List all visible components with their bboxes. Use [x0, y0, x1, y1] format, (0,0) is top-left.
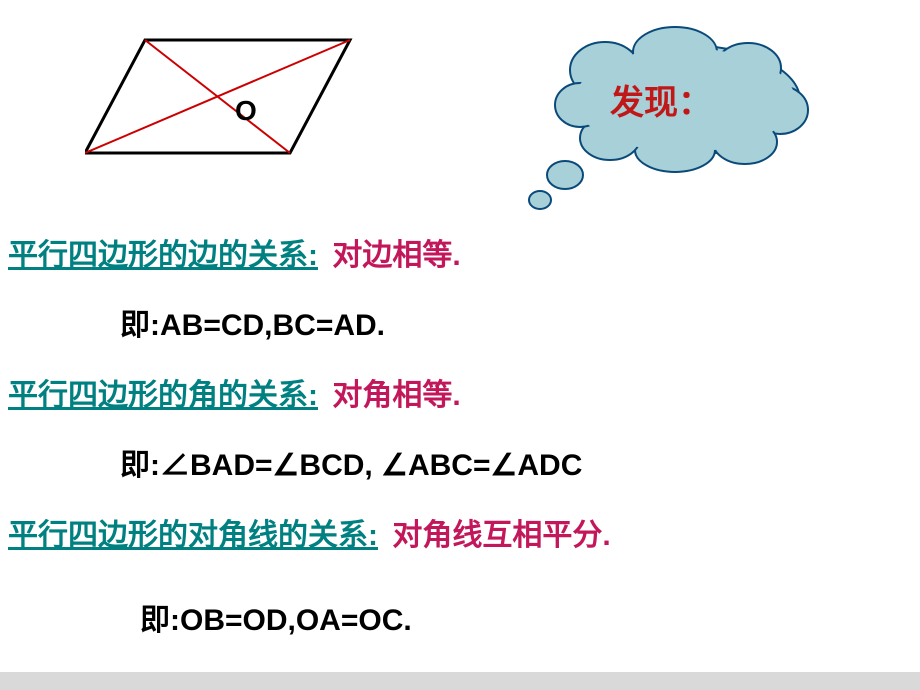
parallelogram-diagram	[85, 35, 360, 160]
cloud-text: 发现：	[610, 75, 712, 124]
cloud-tail-2	[529, 191, 551, 209]
angles-label: 平行四边形的角的关系:	[8, 379, 318, 412]
diagonals-equation: 即:OB=OD,OA=OC.	[140, 595, 412, 639]
angles-value: 对角相等.	[332, 379, 460, 412]
diagonals-label: 平行四边形的对角线的关系:	[8, 519, 378, 552]
angles-equation: 即:∠BAD=∠BCD, ∠ABC=∠ADC	[120, 440, 582, 484]
sides-value: 对边相等.	[332, 239, 460, 272]
footer-bar	[0, 672, 920, 690]
sides-equation: 即:AB=CD,BC=AD.	[120, 300, 385, 344]
diagram-center-label: O	[235, 95, 257, 127]
row-angles: 平行四边形的角的关系: 对角相等.	[8, 370, 461, 414]
sides-label: 平行四边形的边的关系:	[8, 239, 318, 272]
row-diagonals: 平行四边形的对角线的关系: 对角线互相平分.	[8, 510, 611, 554]
slide-canvas: O 发现： 平行四边形的边的关系: 对边相等. 即:AB=CD,BC=AD. 平…	[0, 0, 920, 690]
diagonals-value: 对角线互相平分.	[392, 519, 610, 552]
row-sides: 平行四边形的边的关系: 对边相等.	[8, 230, 461, 274]
diagonal-2	[85, 40, 350, 153]
cloud-tail-1	[547, 161, 583, 189]
